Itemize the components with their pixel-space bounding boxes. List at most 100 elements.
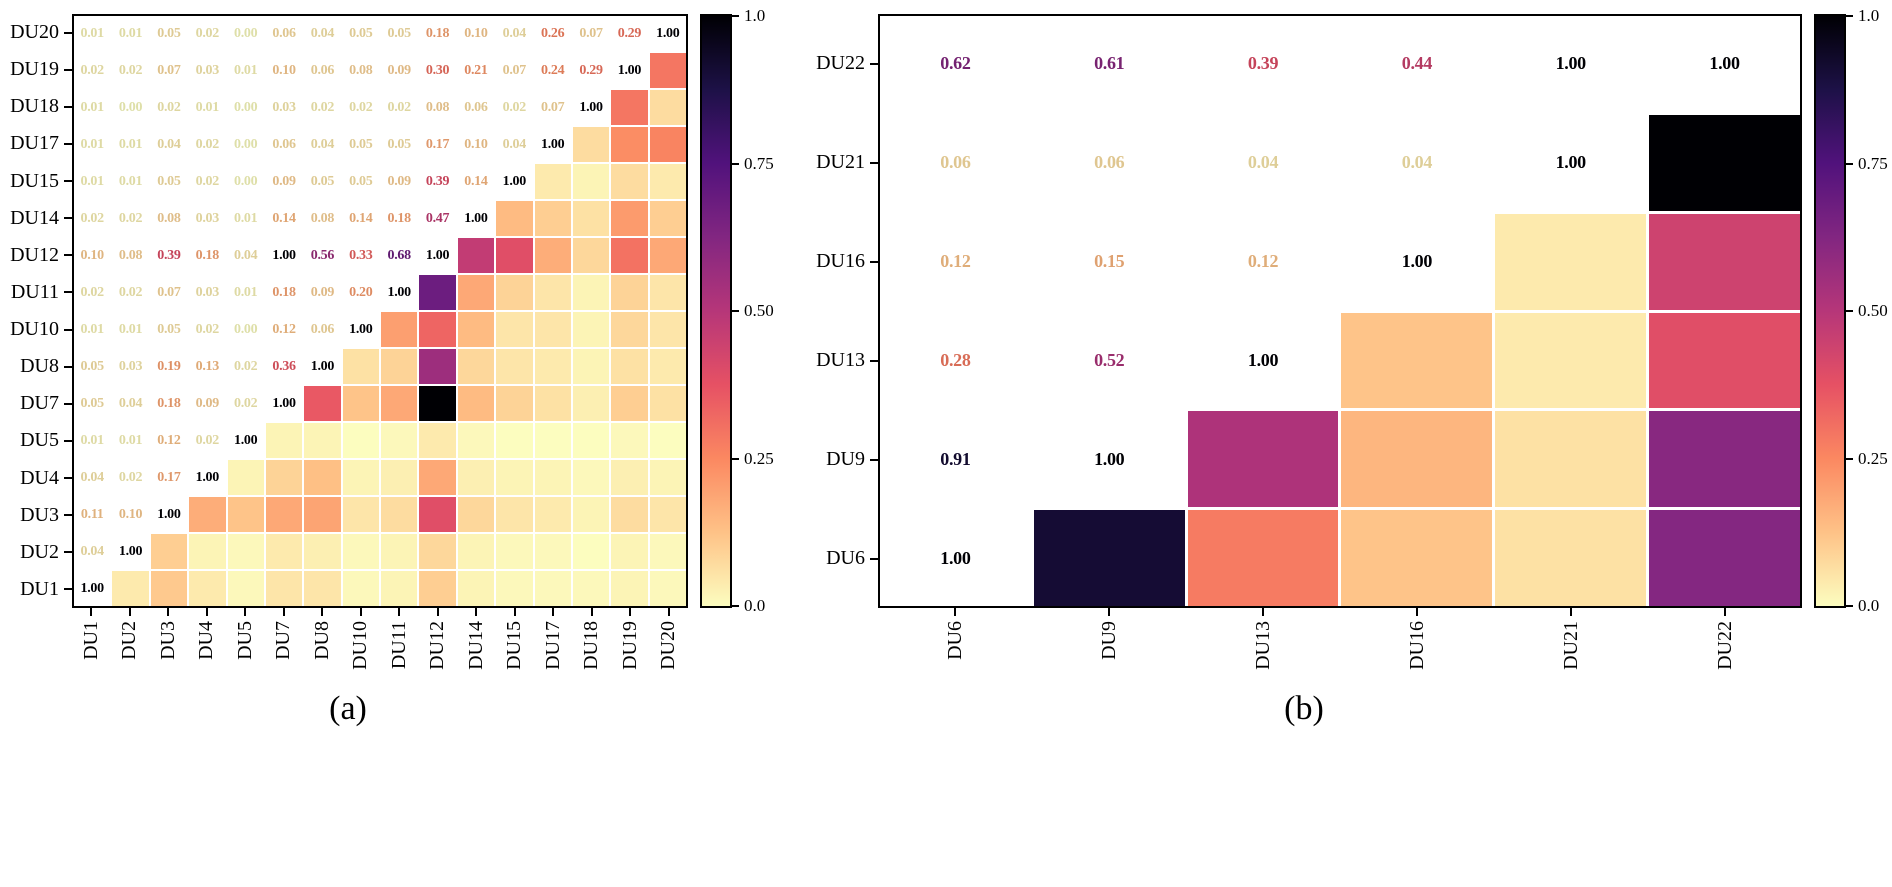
heatmap-annotation-cell: 0.05 bbox=[381, 16, 418, 51]
heatmap-annotation-cell: 0.24 bbox=[534, 53, 571, 88]
heatmap-color-cell bbox=[496, 201, 533, 236]
heatmap-annotation-cell: 0.05 bbox=[304, 164, 341, 199]
heatmap-annotation-cell: 0.29 bbox=[572, 53, 610, 88]
heatmap-color-cell bbox=[496, 238, 533, 273]
heatmap-color-cell bbox=[611, 423, 648, 458]
y-axis-b: DU22 DU21 DU16 DU13 DU9 DU6 bbox=[806, 14, 878, 608]
heatmap-color-cell bbox=[649, 201, 686, 236]
heatmap-annotation-cell: 0.01 bbox=[74, 312, 111, 347]
heatmap-annotation-cell: 0.01 bbox=[112, 16, 149, 51]
heatmap-color-cell bbox=[534, 275, 571, 310]
heatmap-color-cell bbox=[419, 460, 456, 495]
colorbar-ticks-a: 1.0 0.75 0.50 0.25 0.0 bbox=[700, 6, 780, 615]
panel-b: DU22 DU21 DU16 DU13 DU9 DU6 0.62 0.61 0.39 0.44 1… bbox=[806, 6, 1892, 728]
heatmap-color-cell bbox=[611, 386, 648, 421]
heatmap-annotation-cell: 0.06 bbox=[880, 114, 1031, 211]
heatmap-diagonal-cell: 1.00 bbox=[381, 275, 418, 310]
heatmap-annotation-cell: 0.01 bbox=[74, 127, 111, 162]
heatmap-color-cell bbox=[381, 312, 418, 347]
x-tick: DU4 bbox=[188, 608, 227, 678]
heatmap-annotation-cell: 0.07 bbox=[150, 53, 188, 88]
heatmap-annotation-cell: 0.02 bbox=[150, 90, 188, 125]
heatmap-annotation-cell: 0.05 bbox=[342, 164, 379, 199]
heatmap-annotation-cell: 0.04 bbox=[150, 127, 188, 162]
heatmap-annotation-cell: 0.15 bbox=[1033, 213, 1185, 310]
heatmap-annotation-cell: 0.29 bbox=[611, 16, 648, 51]
heatmap-annotation-cell: 0.56 bbox=[304, 238, 341, 273]
heatmap-annotation-cell: 0.00 bbox=[112, 90, 149, 125]
heatmap-color-cell bbox=[496, 423, 533, 458]
x-tick-label: DU19 bbox=[618, 621, 641, 670]
heatmap-color-cell bbox=[496, 386, 533, 421]
heatmap-color-cell bbox=[265, 460, 303, 495]
y-tick-label: DU21 bbox=[806, 113, 878, 212]
heatmap-color-cell bbox=[649, 127, 686, 162]
heatmap-color-cell bbox=[1495, 411, 1647, 508]
heatmap-annotation-cell: 0.21 bbox=[457, 53, 495, 88]
x-tick: DU21 bbox=[1494, 608, 1648, 678]
heatmap-color-cell bbox=[649, 423, 686, 458]
heatmap-diagonal-cell: 1.00 bbox=[342, 312, 379, 347]
y-tick-label: DU15 bbox=[8, 163, 72, 200]
heatmap-annotation-cell: 0.28 bbox=[880, 312, 1031, 409]
x-tick: DU17 bbox=[534, 608, 573, 678]
heatmap-color-cell bbox=[1649, 114, 1800, 211]
heatmap-color-cell bbox=[457, 534, 495, 569]
heatmap-color-cell bbox=[534, 534, 571, 569]
heatmap-color-cell bbox=[496, 497, 533, 532]
heatmap-annotation-cell: 0.02 bbox=[112, 53, 149, 88]
heatmap-a: 0.01 0.01 0.05 0.02 0.00 0.06 0.04 0.05 0.05 0.18… bbox=[74, 16, 686, 606]
x-tick-label: DU20 bbox=[657, 621, 680, 670]
heatmap-color-cell bbox=[419, 349, 456, 384]
heatmap-color-cell bbox=[611, 164, 648, 199]
heatmap-color-cell bbox=[1341, 312, 1493, 409]
heatmap-color-cell bbox=[457, 423, 495, 458]
heatmap-color-cell bbox=[611, 312, 648, 347]
colorbar-ticks-b: 1.0 0.75 0.50 0.25 0.0 bbox=[1814, 6, 1892, 615]
colorbar-tick-label: 1.0 bbox=[744, 6, 766, 25]
heatmap-diagonal-cell: 1.00 bbox=[496, 164, 533, 199]
heatmap-annotation-cell: 0.04 bbox=[304, 127, 341, 162]
heatmap-color-cell bbox=[649, 238, 686, 273]
heatmap-color-cell bbox=[572, 275, 610, 310]
heatmap-annotation-cell: 0.01 bbox=[74, 16, 111, 51]
x-tick: DU20 bbox=[650, 608, 689, 678]
heatmap-a-frame: 0.01 0.01 0.05 0.02 0.00 0.06 0.04 0.05 0.05 0.18… bbox=[72, 14, 688, 608]
heatmap-color-cell bbox=[304, 571, 341, 606]
heatmap-annotation-cell: 0.14 bbox=[265, 201, 303, 236]
heatmap-color-cell bbox=[457, 571, 495, 606]
heatmap-annotation-cell: 0.01 bbox=[112, 423, 149, 458]
heatmap-annotation-cell: 0.05 bbox=[150, 16, 188, 51]
heatmap-annotation-cell: 0.07 bbox=[150, 275, 188, 310]
heatmap-color-cell bbox=[496, 349, 533, 384]
heatmap-color-cell bbox=[419, 312, 456, 347]
heatmap-annotation-cell: 0.33 bbox=[342, 238, 379, 273]
x-tick: DU18 bbox=[573, 608, 612, 678]
heatmap-annotation-cell: 0.02 bbox=[304, 90, 341, 125]
heatmap-color-cell bbox=[381, 571, 418, 606]
heatmap-annotation-cell: 0.02 bbox=[112, 201, 149, 236]
heatmap-annotation-cell: 0.47 bbox=[419, 201, 456, 236]
y-tick-label: DU3 bbox=[8, 497, 72, 534]
heatmap-annotation-cell: 0.02 bbox=[189, 127, 226, 162]
heatmap-annotation-cell: 0.05 bbox=[74, 386, 111, 421]
heatmap-annotation-cell: 0.18 bbox=[150, 386, 188, 421]
heatmap-color-cell bbox=[1187, 411, 1339, 508]
heatmap-color-cell bbox=[572, 164, 610, 199]
y-tick-label: DU20 bbox=[8, 14, 72, 51]
y-tick-label: DU11 bbox=[8, 274, 72, 311]
heatmap-color-cell bbox=[496, 275, 533, 310]
heatmap-color-cell bbox=[1495, 213, 1647, 310]
heatmap-annotation-cell: 0.12 bbox=[265, 312, 303, 347]
colorbar-gradient-b bbox=[1814, 14, 1846, 608]
heatmap-annotation-cell: 0.04 bbox=[304, 16, 341, 51]
heatmap-annotation-cell: 0.18 bbox=[189, 238, 226, 273]
x-tick: DU10 bbox=[342, 608, 381, 678]
heatmap-diagonal-cell: 1.00 bbox=[304, 349, 341, 384]
heatmap-annotation-cell: 0.91 bbox=[880, 411, 1031, 508]
heatmap-color-cell bbox=[1341, 411, 1493, 508]
heatmap-annotation-cell: 0.11 bbox=[74, 497, 111, 532]
heatmap-color-cell bbox=[342, 349, 379, 384]
x-tick-label: DU7 bbox=[272, 621, 295, 660]
heatmap-annotation-cell: 0.03 bbox=[265, 90, 303, 125]
